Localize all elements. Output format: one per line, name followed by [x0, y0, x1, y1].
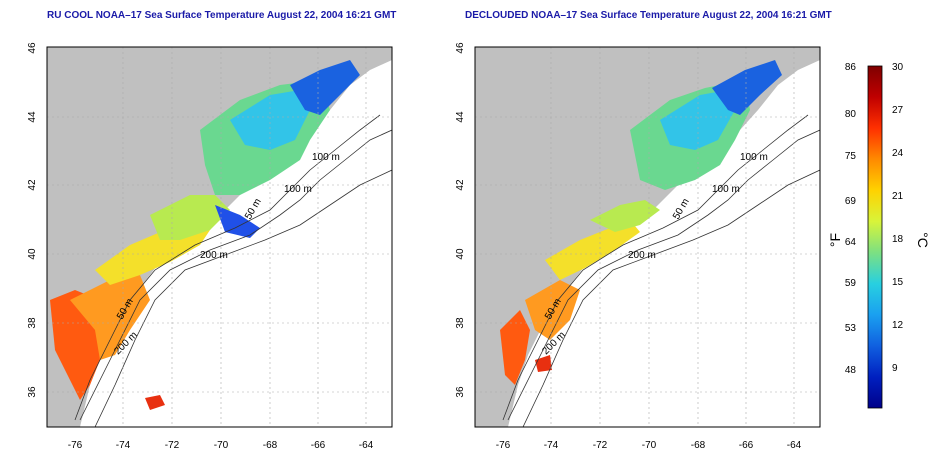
lon-tick-label: -72	[593, 440, 608, 451]
colorbar-c-tick: 24	[892, 148, 904, 159]
sst-cyan	[230, 90, 310, 150]
sst-yellowgreen	[590, 200, 660, 232]
lon-tick-label: -72	[165, 440, 180, 451]
sst-blue	[712, 60, 782, 115]
sst-yellowgreen	[150, 195, 230, 240]
lat-tick-label: 44	[27, 111, 38, 123]
land	[475, 47, 820, 427]
lon-tick-label: -70	[214, 440, 229, 451]
contour-200m	[522, 169, 820, 427]
sst-red-east	[145, 395, 165, 410]
colorbar-f-tick: 75	[845, 151, 857, 162]
contour-100m	[79, 129, 392, 421]
contour-label: 100 m	[284, 184, 312, 195]
colorbar-c-tick: 18	[892, 234, 904, 245]
lat-tick-label: 44	[455, 111, 466, 123]
colorbar-c-tick: 27	[892, 105, 904, 116]
lat-tick-label: 38	[27, 317, 38, 329]
sst-orange	[70, 275, 150, 360]
colorbar-f-tick: 80	[845, 109, 857, 120]
contour-label: 200 m	[200, 250, 228, 261]
sst-blue	[290, 60, 360, 115]
lon-tick-label: -64	[359, 440, 374, 451]
colorbar-c-tick: 21	[892, 191, 904, 202]
sst-warm-south	[500, 310, 530, 385]
left-map-title: RU COOL NOAA–17 Sea Surface Temperature …	[47, 10, 397, 21]
colorbar-c-tick: 9	[892, 363, 898, 374]
contour-200m	[94, 169, 392, 427]
lon-tick-label: -66	[739, 440, 754, 451]
right-map-title: DECLOUDED NOAA–17 Sea Surface Temperatur…	[465, 10, 832, 21]
lat-tick-label: 42	[27, 179, 38, 191]
contour-50m	[502, 114, 809, 421]
colorbar-f-label: °F	[827, 233, 843, 247]
sst-blue-edge	[215, 205, 260, 238]
colorbar-f-tick: 59	[845, 278, 857, 289]
contour-label: 200 m	[628, 250, 656, 261]
lat-tick-label: 40	[455, 248, 466, 260]
lat-tick-label: 46	[27, 42, 38, 54]
lon-tick-label: -76	[68, 440, 83, 451]
sst-cyan	[660, 90, 735, 150]
colorbar-f-tick: 86	[845, 62, 857, 73]
lon-tick-label: -68	[691, 440, 706, 451]
lat-tick-label: 46	[455, 42, 466, 54]
contour-100m	[507, 129, 820, 421]
colorbar-f-tick: 64	[845, 237, 857, 248]
contour-label: 100 m	[312, 152, 340, 163]
sst-orange	[525, 280, 580, 340]
colorbar-c-tick: 12	[892, 320, 904, 331]
sst-yellow	[545, 220, 640, 280]
lat-tick-label: 40	[27, 248, 38, 260]
lon-tick-label: -74	[544, 440, 559, 451]
lon-tick-label: -64	[787, 440, 802, 451]
colorbar-c-tick: 15	[892, 277, 904, 288]
lon-tick-label: -66	[311, 440, 326, 451]
lat-tick-label: 36	[455, 386, 466, 398]
colorbar	[867, 65, 883, 409]
contour-label: 100 m	[740, 152, 768, 163]
lon-tick-label: -74	[116, 440, 131, 451]
lon-tick-label: -76	[496, 440, 511, 451]
colorbar-c-label: °C	[915, 232, 931, 248]
lat-tick-label: 36	[27, 386, 38, 398]
lon-tick-label: -70	[642, 440, 657, 451]
colorbar-f-tick: 69	[845, 196, 857, 207]
colorbar-c-tick: 30	[892, 62, 904, 73]
colorbar-f-tick: 48	[845, 365, 857, 376]
contour-label: 100 m	[712, 184, 740, 195]
lat-tick-label: 42	[455, 179, 466, 191]
lat-tick-label: 38	[455, 317, 466, 329]
land	[47, 47, 392, 427]
lon-tick-label: -68	[263, 440, 278, 451]
colorbar-f-tick: 53	[845, 323, 857, 334]
contour-50m	[74, 114, 381, 421]
sst-red-east	[535, 355, 552, 372]
